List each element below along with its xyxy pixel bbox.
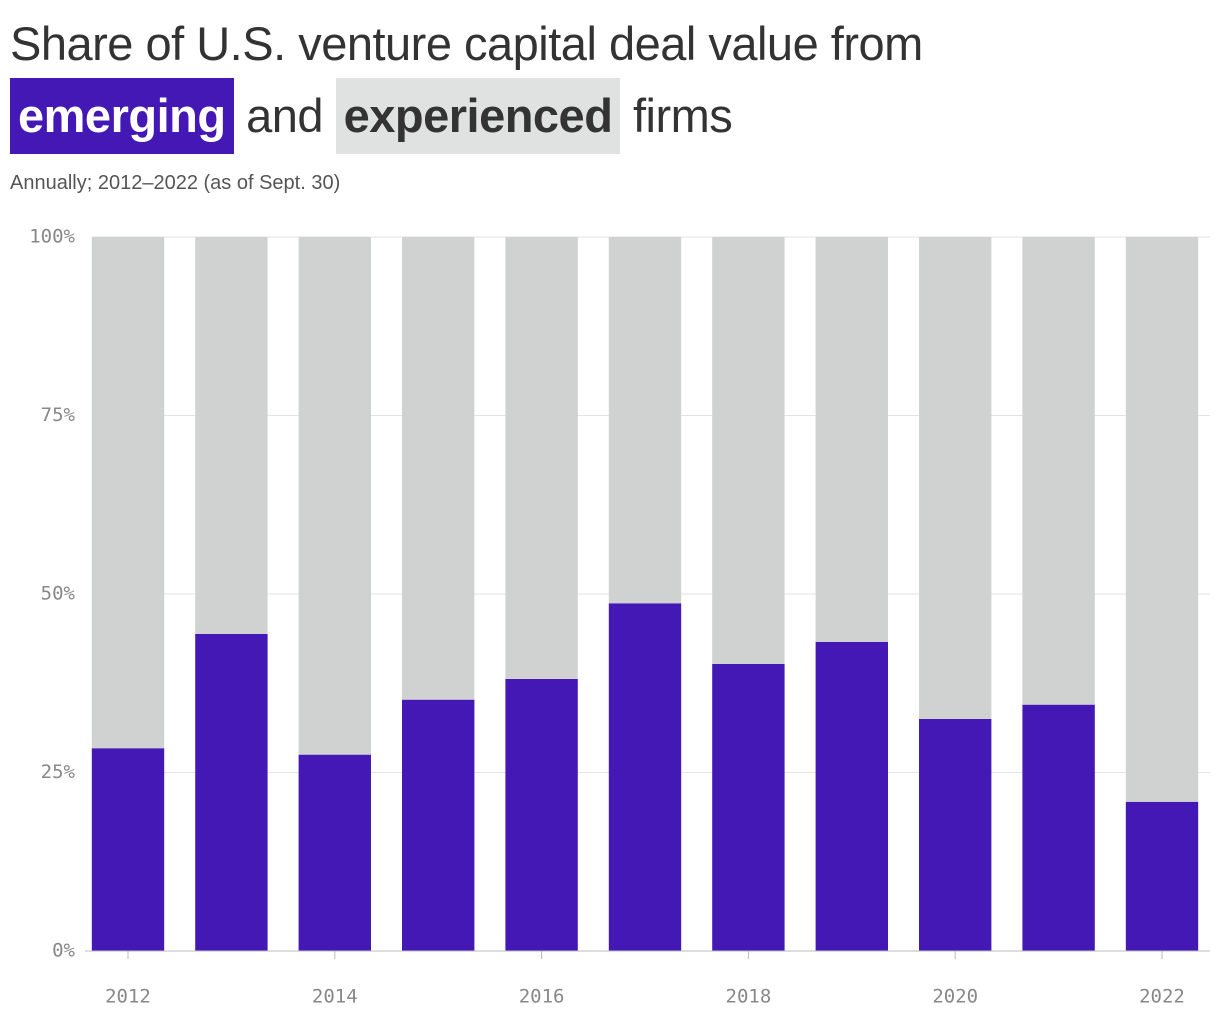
bar-segment	[712, 663, 785, 951]
bar-segment	[815, 237, 888, 642]
bar-segment	[608, 237, 682, 604]
bar-segment	[815, 641, 888, 951]
bar-segment	[919, 237, 992, 719]
bar-segment	[402, 699, 475, 951]
bar-segment	[195, 237, 268, 634]
y-tick-label: 25%	[41, 761, 76, 783]
legend-entry: experienced	[335, 78, 621, 154]
chart-title: Share of U.S. venture capital deal value…	[10, 17, 923, 70]
bar-segment	[1125, 801, 1199, 951]
x-tick-label: 2018	[726, 986, 772, 1008]
chart-title-line: emerging and experienced firms	[10, 78, 923, 154]
chart-title: firms	[632, 89, 733, 142]
bar-segment	[298, 754, 371, 951]
x-tick-label: 2012	[105, 986, 151, 1008]
y-tick-label: 50%	[41, 583, 76, 605]
bar-segment	[1022, 704, 1095, 951]
x-tick-label: 2014	[312, 986, 358, 1008]
x-tick-label: 2020	[932, 986, 978, 1008]
bar-segment	[1125, 237, 1199, 802]
bar-segment	[1022, 237, 1095, 705]
y-tick-label: 0%	[52, 940, 75, 962]
legend-entry: emerging	[10, 78, 234, 154]
bar-segment	[712, 237, 785, 664]
y-tick-label: 75%	[41, 404, 76, 426]
header: Share of U.S. venture capital deal value…	[10, 14, 923, 195]
bar-segment	[91, 237, 165, 749]
bar-segment	[298, 237, 371, 755]
x-tick-label: 2016	[519, 986, 565, 1008]
x-tick-label: 2022	[1139, 986, 1185, 1008]
bar-segment	[505, 678, 578, 951]
y-tick-label: 100%	[29, 226, 75, 248]
chart-subtitle: Annually; 2012–2022 (as of Sept. 30)	[10, 172, 341, 194]
bar-segment	[402, 237, 475, 700]
chart-title: and	[246, 89, 324, 142]
bar-segment	[608, 603, 682, 951]
bar-segment	[91, 748, 165, 951]
bar-segment	[919, 718, 992, 951]
bar-segment	[505, 237, 578, 679]
bar-segment	[195, 633, 268, 951]
